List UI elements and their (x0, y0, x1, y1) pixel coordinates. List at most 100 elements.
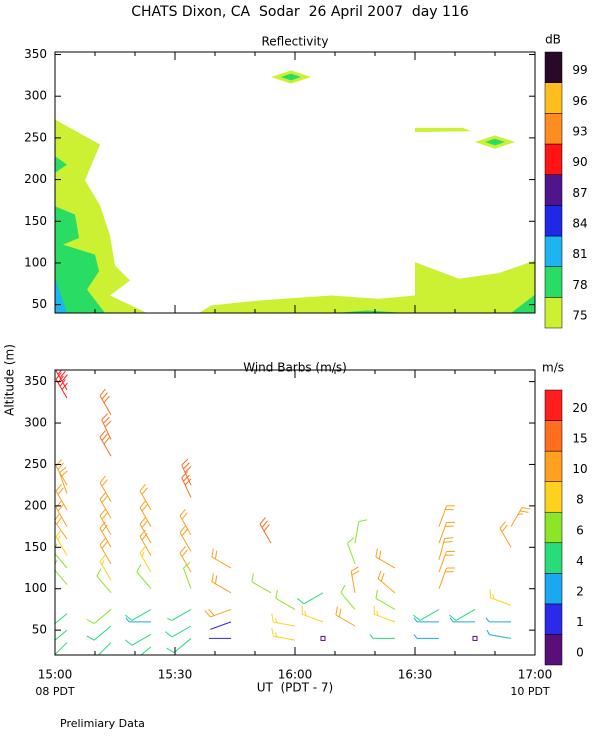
chart-title: CHATS Dixon, CA Sodar 26 April 2007 day … (131, 4, 469, 20)
colorbar-box (544, 297, 563, 329)
wind-barb (210, 621, 232, 630)
colorbar-box (544, 82, 563, 114)
wind-barb (139, 546, 152, 573)
wind-barb (335, 606, 356, 627)
calm-marker (472, 635, 478, 641)
y-tick-label: 250 (24, 457, 47, 471)
wind-barb (438, 567, 456, 589)
colorbar-tick-label: 6 (576, 523, 584, 537)
colorbar-tick-label: 75 (572, 309, 587, 323)
y-tick-label: 100 (24, 255, 47, 269)
wind-barb (373, 605, 396, 623)
wind-barb (438, 537, 454, 560)
colorbar-box (544, 113, 563, 145)
contour-region (415, 127, 471, 133)
wind-barb (86, 609, 112, 625)
y-tick-label: 50 (32, 297, 47, 311)
colorbar-tick-label: 93 (572, 125, 587, 139)
wind-barb (413, 617, 439, 623)
wind-barb (125, 633, 152, 646)
x-note: 08 PDT (35, 685, 75, 698)
wind-barb (99, 475, 112, 502)
wind-barb (165, 625, 192, 638)
wind-barb (179, 546, 192, 573)
contour-region (55, 156, 105, 313)
colorbar-tick-label: 99 (572, 63, 587, 77)
wind-barb (55, 500, 68, 527)
wind-barb (179, 525, 192, 552)
panel-title: Wind Barbs (m/s) (243, 361, 347, 375)
wind-barb (271, 613, 296, 627)
wind-barb (340, 584, 356, 610)
wind-barb (139, 517, 152, 544)
colorbar-box (544, 266, 563, 298)
contour-region (511, 294, 535, 313)
colorbar-box (544, 51, 563, 83)
colorbar-tick-label: 96 (572, 94, 587, 108)
colorbar-box (544, 573, 563, 605)
wind-barb (211, 573, 232, 594)
colorbar-box (544, 420, 563, 452)
colorbar-tick-label: 15 (572, 432, 587, 446)
colorbar-box (544, 235, 563, 267)
colorbar-box (544, 603, 563, 635)
wind-barb (181, 471, 192, 498)
wind-barb (55, 484, 68, 511)
x-note: 10 PDT (510, 685, 550, 698)
wind-barb (99, 388, 112, 415)
wind-barb (347, 537, 356, 565)
wind-barb (438, 521, 456, 544)
wind-barb (55, 513, 68, 540)
wind-barb (350, 566, 360, 593)
x-tick-label: 15:30 (158, 668, 193, 682)
y-axis-label: Altitude (m) (3, 344, 17, 416)
wind-barb (449, 617, 475, 623)
colorbar-box (544, 542, 563, 574)
wind-barb (125, 608, 152, 621)
wind-barb (275, 589, 296, 610)
wind-barb (211, 548, 232, 569)
colorbar-tick-label: 10 (572, 462, 587, 476)
wind-barb (499, 521, 512, 548)
wind-barb (139, 529, 152, 556)
wind-barb (259, 517, 272, 544)
contour-region (335, 310, 407, 313)
colorbar-box (544, 143, 563, 175)
colorbar-tick-label: 4 (576, 554, 584, 568)
colorbar-tick-label: 78 (572, 278, 587, 292)
wind-barb (99, 537, 112, 565)
colorbar-tick-label: 20 (572, 401, 587, 415)
x-tick-label: 15:00 (38, 668, 73, 682)
wind-barb (99, 492, 112, 519)
wind-barb (375, 589, 396, 610)
wind-barb (55, 529, 68, 556)
calm-marker (320, 635, 326, 641)
contour-region (485, 138, 505, 146)
wind-barb (140, 646, 152, 655)
x-tick-label: 16:30 (398, 668, 433, 682)
wind-barb (297, 592, 324, 605)
wind-barb (99, 508, 112, 536)
wind-barb (87, 642, 112, 655)
wind-barb (59, 466, 68, 494)
wind-barb (489, 589, 512, 606)
wind-barb (99, 521, 112, 548)
colorbar-box (544, 205, 563, 237)
wind-barb (204, 608, 232, 618)
y-tick-label: 200 (24, 172, 47, 186)
wind-barb (55, 642, 68, 655)
colorbar-box (544, 389, 563, 421)
wind-barb (251, 573, 272, 594)
wind-barb (438, 550, 456, 573)
colorbar-tick-label: 84 (572, 217, 587, 231)
wind-barb (375, 548, 396, 569)
wind-barb (413, 608, 440, 621)
colorbar-tick-label: 90 (572, 155, 587, 169)
wind-barb (179, 508, 192, 536)
wind-barb (181, 458, 192, 486)
y-tick-label: 250 (24, 130, 47, 144)
y-tick-label: 50 (32, 623, 47, 637)
wind-barb (55, 372, 68, 399)
wind-barb (167, 608, 192, 621)
